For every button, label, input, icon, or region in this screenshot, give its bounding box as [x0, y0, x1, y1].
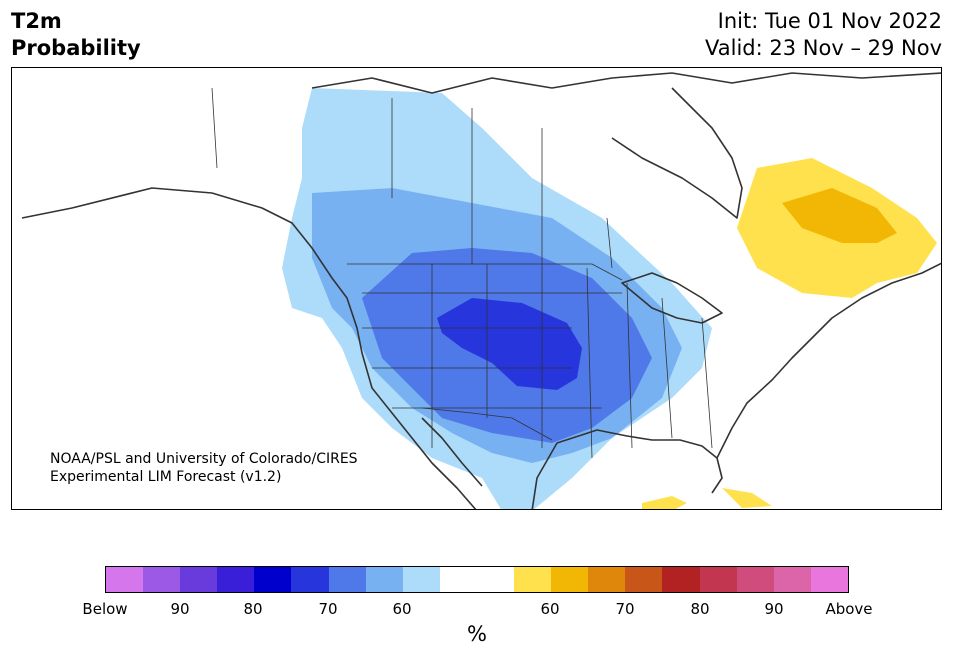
colorbar-tick: 80 [243, 600, 263, 618]
colorbar-segment [291, 567, 329, 592]
colorbar-tick: 90 [170, 600, 190, 618]
validity-block: Init: Tue 01 Nov 2022 Valid: 23 Nov – 29… [705, 8, 942, 62]
great-lakes [621, 272, 723, 324]
colorbar-unit: % [467, 622, 487, 646]
colorbar-tick: 70 [615, 600, 635, 618]
colorbar-segment [625, 567, 663, 592]
valid-range: Valid: 23 Nov – 29 Nov [705, 36, 942, 60]
colorbar-segment [106, 567, 144, 592]
colorbar-tick: 90 [764, 600, 784, 618]
colorbar-tick: Below [82, 600, 128, 618]
pacific-coastline [21, 187, 477, 509]
colorbar-tick: 60 [392, 600, 412, 618]
colorbar-segment [254, 567, 292, 592]
colorbar-tick: 70 [318, 600, 338, 618]
colorbar-segment [588, 567, 626, 592]
credit-line-2: Experimental LIM Forecast (v1.2) [50, 469, 282, 485]
colorbar-segment [736, 567, 774, 592]
colorbar-segment [439, 567, 477, 592]
warm-70-contour [782, 188, 897, 243]
title-line-2: Probability [11, 36, 141, 60]
colorbar-segment [662, 567, 700, 592]
atlantic-coastline [716, 262, 941, 459]
us-state-borders [362, 264, 713, 459]
colorbar-segment [699, 567, 737, 592]
forecast-map: NOAA/PSL and University of Colorado/CIRE… [11, 67, 942, 510]
title-line-1: T2m [11, 9, 62, 33]
colorbar-segment [476, 567, 515, 592]
credit-line-1: NOAA/PSL and University of Colorado/CIRE… [50, 451, 358, 467]
colorbar-segment [365, 567, 403, 592]
credit-text: NOAA/PSL and University of Colorado/CIRE… [50, 450, 358, 486]
colorbar-segment [143, 567, 181, 592]
warm-caribbean-patch [722, 488, 772, 508]
colorbar-segment [514, 567, 552, 592]
canadian-provinces [211, 87, 613, 269]
colorbar-segment [328, 567, 366, 592]
gulf-coastline [531, 429, 723, 509]
colorbar-segment [217, 567, 255, 592]
chart-title: T2m Probability [11, 8, 141, 62]
colorbar-segment [773, 567, 811, 592]
arctic-coastline [311, 72, 941, 94]
warm-cuba-patch [642, 496, 687, 509]
colorbar-segment [402, 567, 440, 592]
colorbar-segment [810, 567, 848, 592]
us-mexico-border [421, 407, 553, 441]
colorbar-tick: Above [825, 600, 873, 618]
init-date: Init: Tue 01 Nov 2022 [717, 9, 942, 33]
colorbar [105, 566, 849, 593]
us-canada-border [347, 263, 623, 281]
hudson-bay-coastline [611, 87, 743, 219]
map-svg [21, 72, 941, 509]
colorbar-segment [551, 567, 589, 592]
colorbar-segment [180, 567, 218, 592]
colorbar-tick: 80 [690, 600, 710, 618]
colorbar-tick: 60 [540, 600, 560, 618]
cold-90-contour [437, 298, 582, 390]
